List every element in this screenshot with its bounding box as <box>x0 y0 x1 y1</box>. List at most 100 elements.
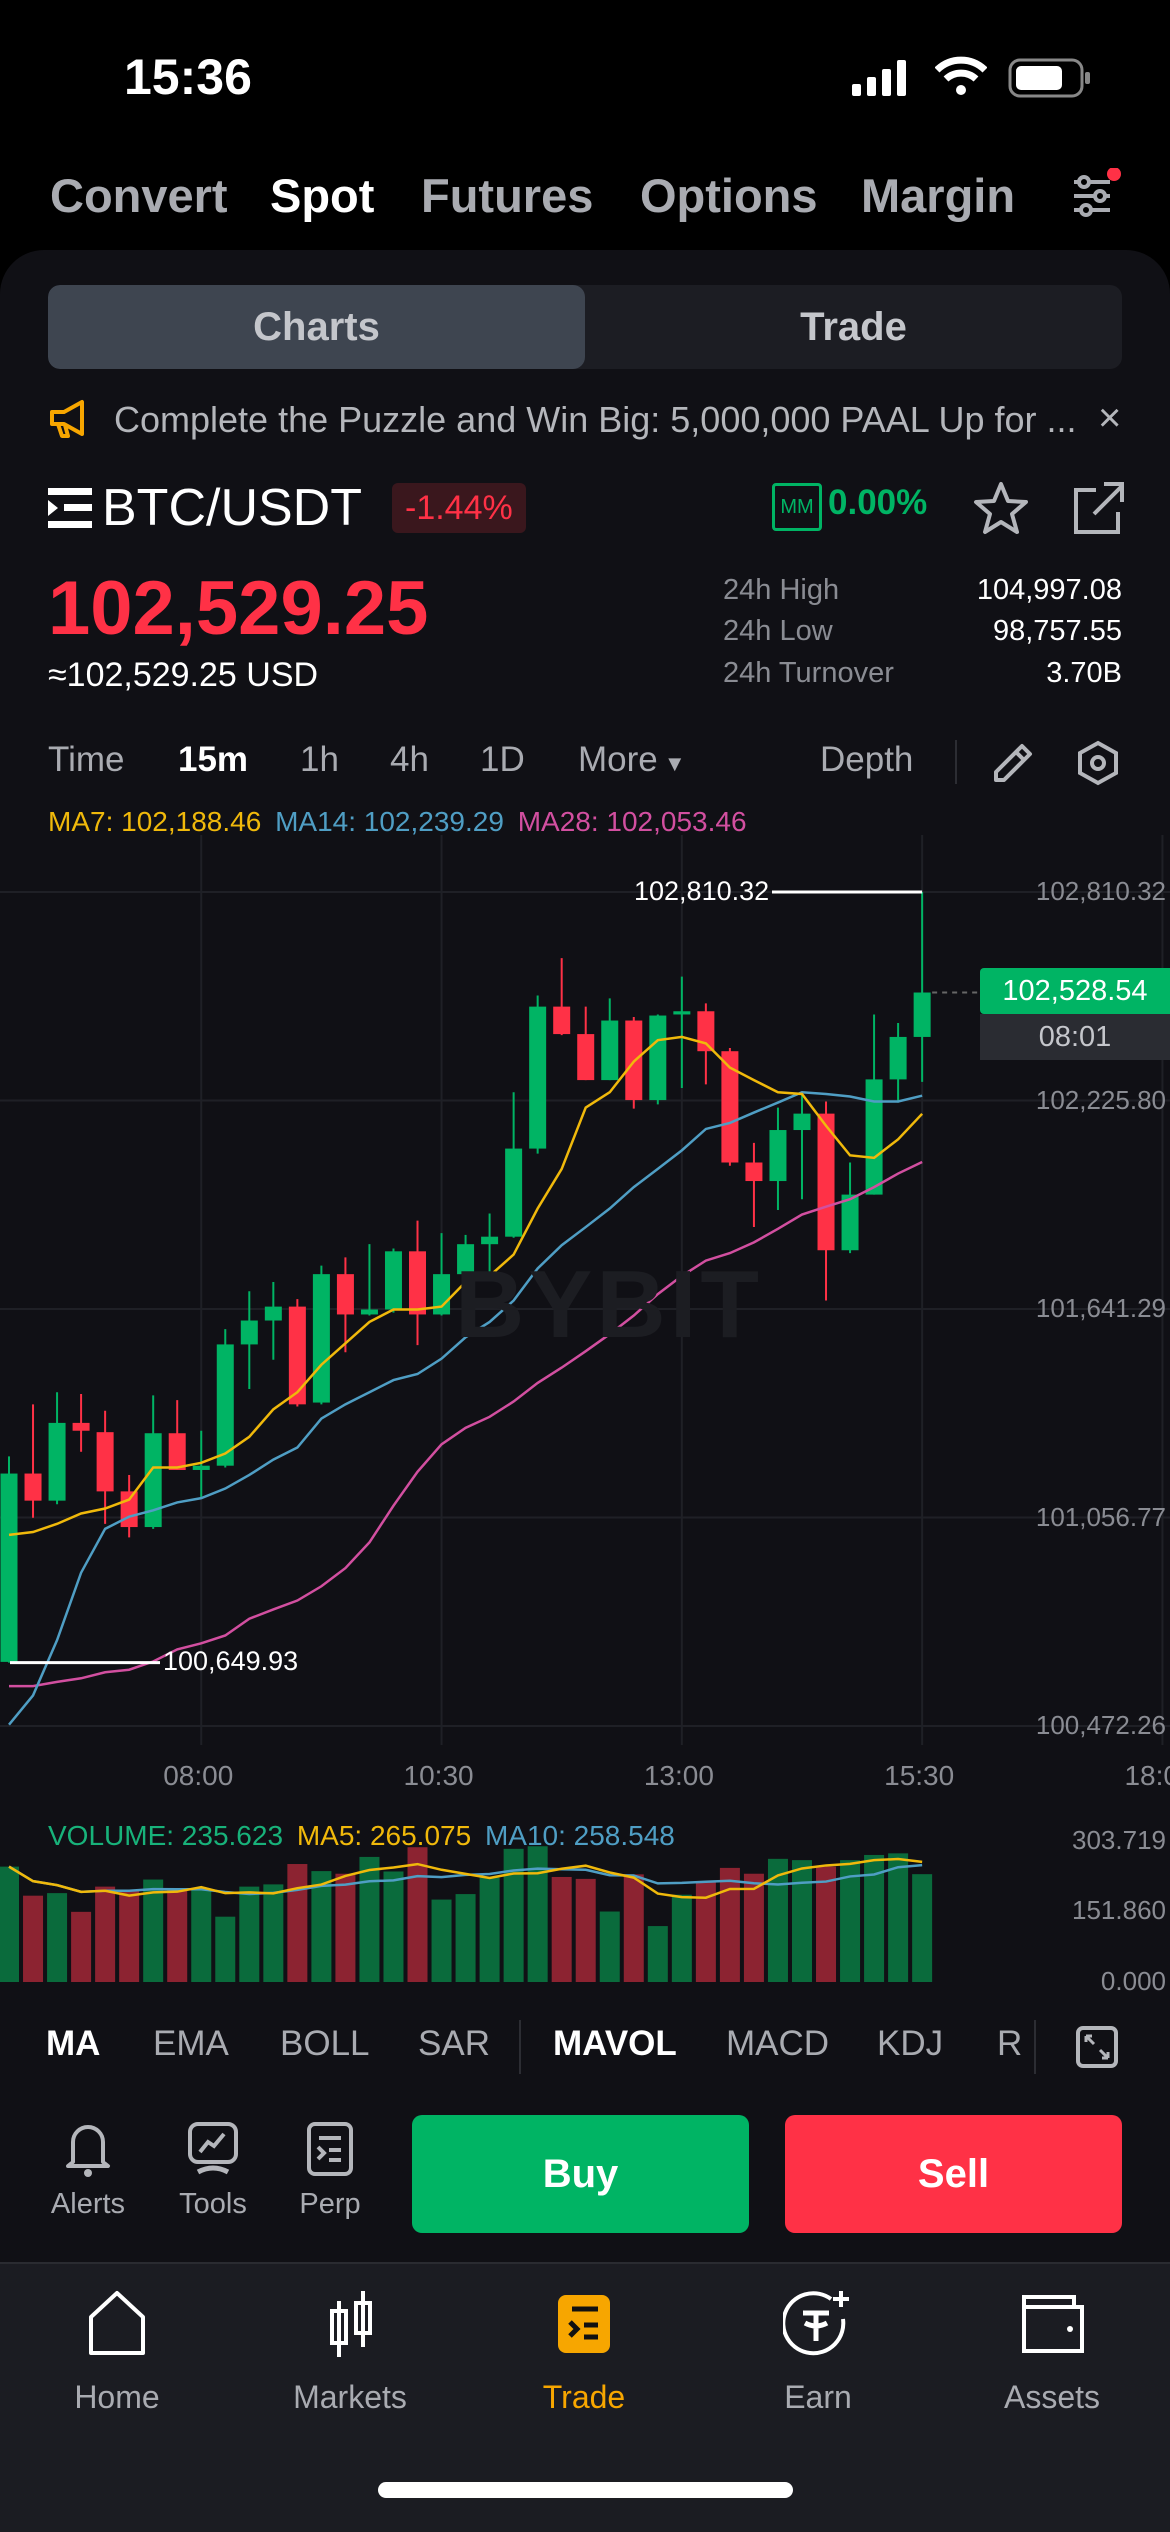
price-axis-label: 101,056.77 <box>1035 1501 1166 1532</box>
volume-bar <box>743 1873 764 1982</box>
nav-trade[interactable]: Trade <box>484 2289 684 2416</box>
candle-up <box>457 1244 475 1275</box>
sell-button[interactable]: Sell <box>785 2115 1122 2233</box>
tab-futures[interactable]: Futures <box>421 169 594 222</box>
tab-options[interactable]: Options <box>640 169 818 222</box>
perp-icon <box>307 2122 353 2176</box>
candle-up <box>360 1309 378 1315</box>
volume-bar <box>47 1893 68 1982</box>
earn-icon <box>783 2291 849 2356</box>
fullscreen-expand-icon[interactable] <box>1076 2026 1118 2068</box>
nav-assets[interactable]: Assets <box>952 2289 1152 2416</box>
volume-bar <box>23 1895 44 1982</box>
interval-time[interactable]: Time <box>48 740 125 779</box>
tab-margin[interactable]: Margin <box>861 169 1016 222</box>
candle-down <box>697 1011 715 1052</box>
filter-settings-icon[interactable] <box>1070 168 1130 224</box>
candle-down <box>24 1473 42 1501</box>
nav-markets[interactable]: Markets <box>250 2289 450 2416</box>
stat-label-turnover: 24h Turnover <box>723 657 894 689</box>
candle-down <box>577 1034 595 1081</box>
volume-bar <box>912 1874 933 1982</box>
indicator-ma[interactable]: MA <box>46 2024 101 2063</box>
volume-bar <box>71 1911 92 1982</box>
volume-bar <box>143 1879 164 1982</box>
stat-value-low: 98,757.55 <box>992 615 1122 647</box>
volume-bar <box>599 1911 620 1982</box>
segment-trade[interactable]: Trade <box>800 304 907 349</box>
candle-up <box>481 1236 499 1245</box>
candle-up <box>913 992 931 1037</box>
volume-bar <box>671 1894 692 1982</box>
volume-bar <box>623 1874 644 1982</box>
buy-button[interactable]: Buy <box>412 2115 749 2233</box>
battery-icon <box>1008 58 1090 98</box>
banner-close-button[interactable]: × <box>1098 396 1122 440</box>
interval-1d[interactable]: 1D <box>480 740 525 779</box>
interval-1h[interactable]: 1h <box>300 740 339 779</box>
divider <box>519 2020 521 2074</box>
pair-symbol[interactable]: BTC/USDT <box>102 479 362 537</box>
volume-bar <box>95 1886 116 1982</box>
candle-up <box>793 1113 811 1131</box>
pair-menu-icon[interactable] <box>48 488 92 528</box>
candle-up <box>384 1251 402 1310</box>
nav-earn[interactable]: Earn <box>718 2289 918 2416</box>
price-axis-label: 100,472.26 <box>1035 1710 1166 1740</box>
candle-countdown: 08:01 <box>980 1014 1170 1060</box>
indicator-boll[interactable]: BOLL <box>280 2024 370 2063</box>
chart-settings-icon[interactable] <box>1075 740 1121 786</box>
alerts-button[interactable]: Alerts <box>33 2120 143 2221</box>
candle-down <box>72 1422 90 1431</box>
candle-up <box>0 1473 18 1662</box>
volume-ma5-line <box>8 1857 923 1899</box>
pencil-draw-icon[interactable] <box>992 742 1034 784</box>
indicator-kdj[interactable]: KDJ <box>877 2024 944 2063</box>
candlestick-chart[interactable] <box>0 0 1170 2000</box>
mm-rate-badge-icon: MM <box>772 483 822 531</box>
candle-up <box>312 1274 330 1403</box>
favorite-star-icon[interactable] <box>972 480 1030 536</box>
ma7-line <box>8 1035 924 1537</box>
trade-icon <box>558 2295 610 2353</box>
indicator-sar[interactable]: SAR <box>418 2024 490 2063</box>
candle-up <box>673 1011 691 1015</box>
tab-convert[interactable]: Convert <box>50 169 228 222</box>
candle-up <box>144 1433 162 1528</box>
indicator-r[interactable]: R <box>997 2024 1023 2063</box>
interval-more[interactable]: More ▼ <box>578 740 686 780</box>
indicator-mavol[interactable]: MAVOL <box>553 2024 677 2063</box>
perp-button[interactable]: Perp <box>275 2120 385 2221</box>
candle-up <box>889 1036 907 1080</box>
usd-price: ≈102,529.25 USD <box>48 656 319 694</box>
interval-15m[interactable]: 15m <box>178 740 249 779</box>
current-price-tag: 102,528.54 <box>980 968 1170 1014</box>
ma-legend: MA7: 102,188.46 MA14: 102,239.29 MA28: 1… <box>48 806 747 838</box>
divider <box>1034 2020 1036 2074</box>
candle-down <box>288 1306 306 1405</box>
candle-up <box>601 1020 619 1081</box>
tools-button[interactable]: Tools <box>158 2120 268 2221</box>
indicator-ema[interactable]: EMA <box>153 2024 229 2063</box>
promo-banner-text[interactable]: Complete the Puzzle and Win Big: 5,000,0… <box>114 399 1077 440</box>
candle-up <box>529 1006 547 1149</box>
last-price: 102,529.25 <box>48 566 429 651</box>
segment-charts[interactable]: Charts <box>48 285 585 369</box>
volume-bar <box>695 1881 716 1982</box>
nav-assets-label: Assets <box>1003 2379 1101 2415</box>
share-icon[interactable] <box>1072 480 1126 536</box>
cellular-signal-icon <box>852 60 906 96</box>
volume-bar <box>335 1873 356 1982</box>
depth-button[interactable]: Depth <box>820 740 914 779</box>
candles-icon <box>330 2291 372 2357</box>
candle-down <box>745 1162 763 1182</box>
tab-spot[interactable]: Spot <box>270 169 375 222</box>
interval-4h[interactable]: 4h <box>390 740 429 779</box>
nav-home[interactable]: Home <box>17 2289 217 2416</box>
volume-bar <box>864 1854 885 1982</box>
ma7-value: MA7: 102,188.46 <box>48 806 262 837</box>
candle-up <box>48 1422 66 1501</box>
candle-down <box>120 1491 138 1528</box>
indicator-macd[interactable]: MACD <box>726 2024 830 2063</box>
volume-bar <box>263 1884 284 1982</box>
